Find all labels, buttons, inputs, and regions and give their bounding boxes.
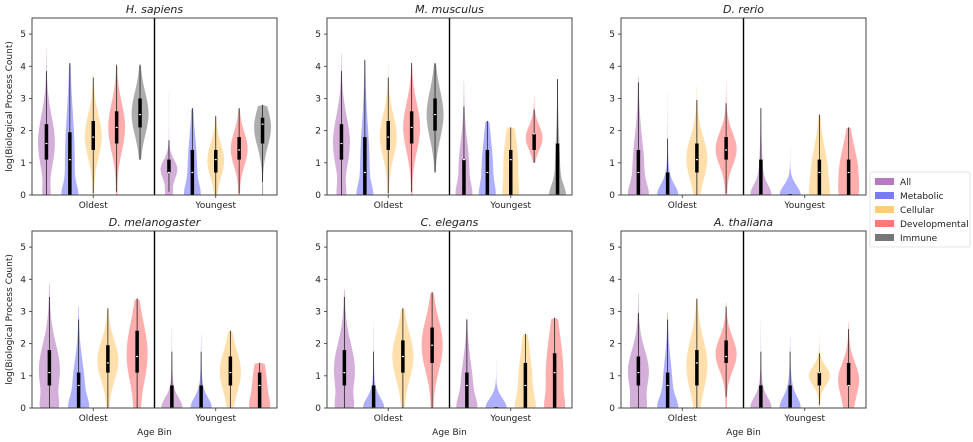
panel-3: D. melanogaster 0 1 2 3 4 5 log(Biological Proc… <box>5 216 278 438</box>
violin-metabolic <box>485 345 507 408</box>
y-tick-label: 3 <box>315 307 321 317</box>
x-tick-label: Youngest <box>194 201 236 211</box>
y-tick-label: 0 <box>609 191 615 201</box>
y-tick-label: 3 <box>20 307 26 317</box>
y-tick-label: 5 <box>609 30 615 40</box>
x-tick-label: Youngest <box>783 414 825 424</box>
panel-4: C. elegans 0 1 2 3 4 5 Age Bin Oldest Youngest <box>315 216 573 438</box>
axes-frame <box>326 17 573 196</box>
x-tick-label: Oldest <box>374 201 404 211</box>
y-tick-label: 5 <box>315 30 321 40</box>
y-tick-label: 3 <box>315 94 321 104</box>
x-tick-label: Oldest <box>79 201 109 211</box>
y-tick-label: 5 <box>315 243 321 253</box>
legend-frame <box>869 171 971 248</box>
y-tick-label: 1 <box>315 159 321 169</box>
panel-title: C. elegans <box>421 216 479 229</box>
y-tick-label: 4 <box>20 62 26 72</box>
x-tick-label: Oldest <box>668 414 698 424</box>
y-tick-label: 4 <box>20 275 26 285</box>
axes-frame <box>31 230 278 409</box>
y-tick-label: 1 <box>609 372 615 382</box>
y-tick-label: 2 <box>609 127 615 137</box>
y-tick-label: 3 <box>20 94 26 104</box>
panel-title: D. rerio <box>723 3 764 16</box>
y-tick-label: 1 <box>20 372 26 382</box>
panel-title: D. melanogaster <box>109 216 202 229</box>
y-tick-label: 2 <box>609 340 615 350</box>
y-tick-label: 2 <box>20 127 26 137</box>
axes-frame <box>31 17 278 196</box>
y-tick-label: 2 <box>315 340 321 350</box>
y-tick-label: 0 <box>609 404 615 414</box>
legend-swatch-immune <box>875 234 894 241</box>
x-tick-label: Oldest <box>374 414 404 424</box>
axes-frame <box>620 17 867 196</box>
panel-2: D. rerio 0 1 2 3 4 5 Oldest Youngest <box>609 3 867 211</box>
panel-title: M. musculus <box>415 3 484 16</box>
x-tick-label: Youngest <box>783 201 825 211</box>
panel-1: M. musculus 0 1 2 3 4 5 Oldest Youngest <box>315 3 573 211</box>
x-tick-label: Oldest <box>668 201 698 211</box>
y-tick-label: 1 <box>609 159 615 169</box>
x-tick-label: Youngest <box>489 414 531 424</box>
panel-title: H. sapiens <box>126 3 184 16</box>
violin-metabolic <box>779 124 801 195</box>
x-tick-label: Youngest <box>194 414 236 424</box>
x-axis-label: Age Bin <box>137 428 172 438</box>
y-axis-label: log(Biological Process Count) <box>5 41 15 172</box>
x-tick-label: Oldest <box>79 414 109 424</box>
y-tick-label: 0 <box>20 191 26 201</box>
legend-label: Cellular <box>900 206 935 216</box>
legend-swatch-metabolic <box>875 192 894 199</box>
y-tick-label: 5 <box>609 243 615 253</box>
y-tick-label: 4 <box>315 275 321 285</box>
y-tick-label: 5 <box>20 30 26 40</box>
y-tick-label: 4 <box>609 62 615 72</box>
axes-frame <box>326 230 573 409</box>
x-tick-label: Youngest <box>489 201 531 211</box>
y-axis-label: log(Biological Process Count) <box>5 254 15 385</box>
y-tick-label: 5 <box>20 243 26 253</box>
legend: All Metabolic Cellular Developmental Immune <box>869 171 971 248</box>
y-tick-label: 4 <box>315 62 321 72</box>
legend-label: Developmental <box>900 220 969 230</box>
y-tick-label: 3 <box>609 307 615 317</box>
legend-label: All <box>900 178 911 188</box>
legend-label: Immune <box>900 234 938 244</box>
panel-5: A. thaliana 0 1 2 3 4 5 Age Bin Oldest Youngest <box>609 216 867 438</box>
y-tick-label: 0 <box>20 404 26 414</box>
y-tick-label: 4 <box>609 275 615 285</box>
panel-0: H. sapiens 0 1 2 3 4 5 log(Biological Process C… <box>5 3 278 211</box>
legend-swatch-all <box>875 178 894 185</box>
panel-title: A. thaliana <box>713 216 774 229</box>
axes-frame <box>620 230 867 409</box>
y-tick-label: 1 <box>315 372 321 382</box>
y-tick-label: 2 <box>20 340 26 350</box>
y-tick-label: 0 <box>315 191 321 201</box>
x-axis-label: Age Bin <box>432 428 467 438</box>
legend-swatch-developmental <box>875 220 894 227</box>
x-axis-label: Age Bin <box>726 428 761 438</box>
y-tick-label: 1 <box>20 159 26 169</box>
y-tick-label: 2 <box>315 127 321 137</box>
y-tick-label: 0 <box>315 404 321 414</box>
y-tick-label: 3 <box>609 94 615 104</box>
legend-swatch-cellular <box>875 206 894 213</box>
legend-label: Metabolic <box>900 192 944 202</box>
